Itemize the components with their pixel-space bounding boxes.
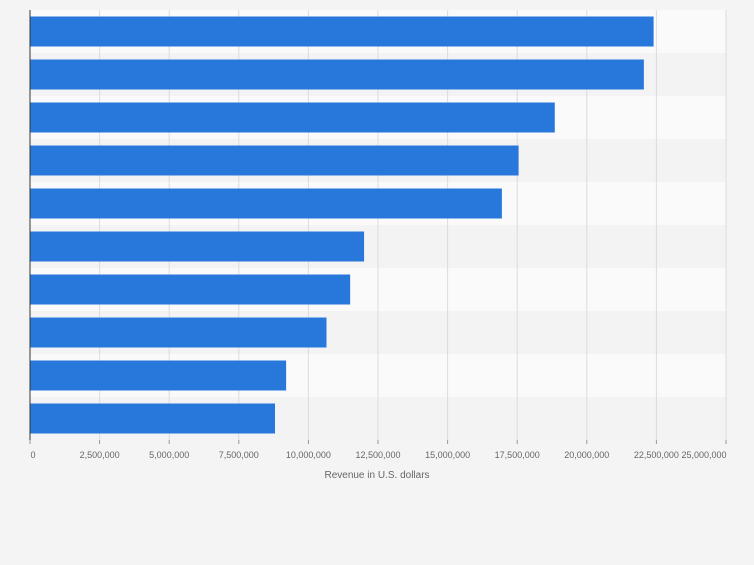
- x-tick-label: 17,500,000: [495, 450, 540, 460]
- bar[interactable]: [30, 231, 365, 262]
- bar[interactable]: [30, 317, 327, 348]
- bar[interactable]: [30, 188, 502, 219]
- bar[interactable]: [30, 274, 351, 305]
- bar[interactable]: [30, 16, 654, 47]
- x-tick-label: 15,000,000: [425, 450, 470, 460]
- x-tick-label: 25,000,000: [681, 450, 726, 460]
- x-tick-label: 5,000,000: [149, 450, 189, 460]
- x-tick-label: 7,500,000: [219, 450, 259, 460]
- x-tick-label: 20,000,000: [564, 450, 609, 460]
- x-axis-title: Revenue in U.S. dollars: [324, 470, 429, 481]
- x-tick-label: 10,000,000: [286, 450, 331, 460]
- bar[interactable]: [30, 360, 287, 391]
- bar[interactable]: [30, 102, 555, 133]
- x-tick-label: 12,500,000: [355, 450, 400, 460]
- bar[interactable]: [30, 403, 275, 434]
- axes: [29, 10, 727, 444]
- x-tick-labels: 0 2,500,000 5,000,000 7,500,000 10,000,000 12…: [30, 450, 726, 460]
- bars: [30, 16, 654, 434]
- x-tick-label: 22,500,000: [634, 450, 679, 460]
- x-tick-label: 0: [30, 450, 35, 460]
- x-tick-label: 2,500,000: [80, 450, 120, 460]
- bar[interactable]: [30, 59, 644, 90]
- bar[interactable]: [30, 145, 519, 176]
